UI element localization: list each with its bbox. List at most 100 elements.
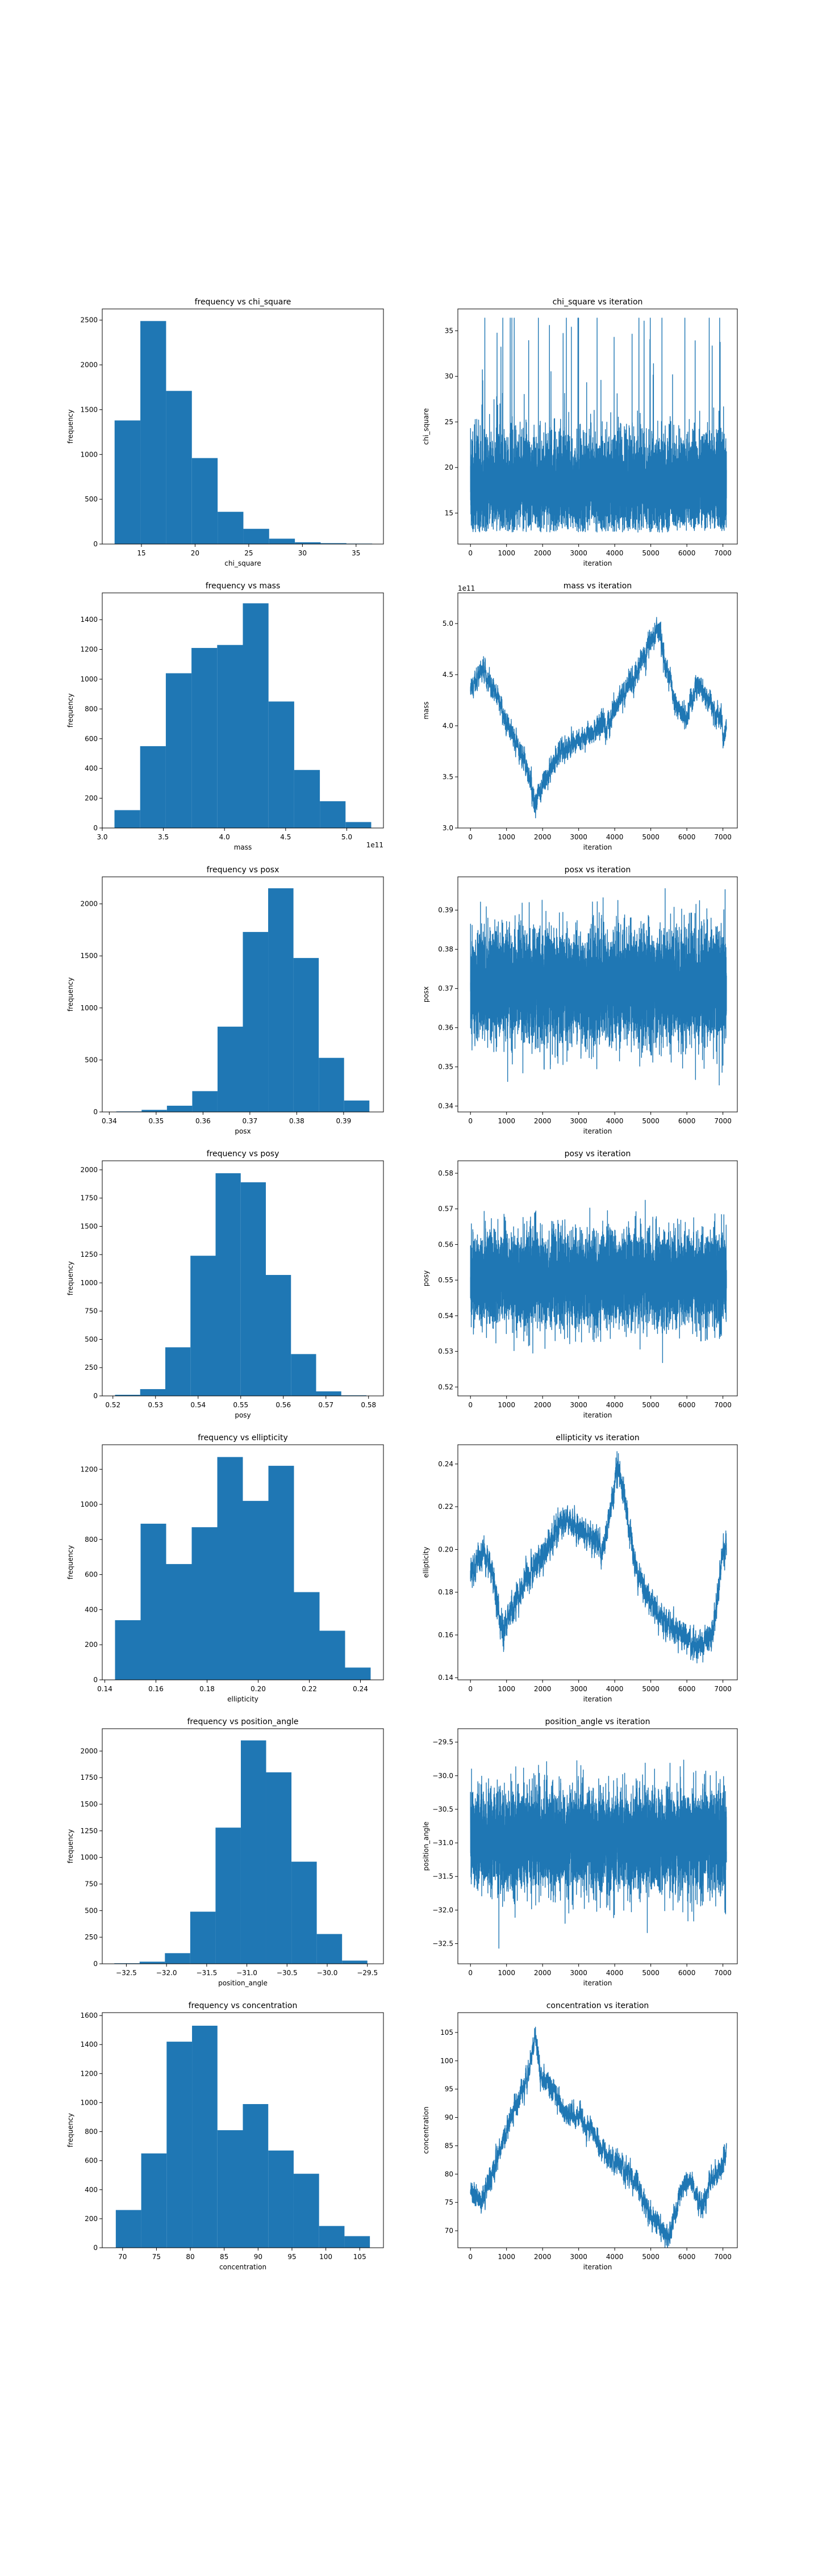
y-tick-label: 0.35 bbox=[438, 1063, 453, 1071]
y-tick-label: 0.36 bbox=[438, 1024, 453, 1032]
histogram-bar bbox=[165, 1953, 190, 1964]
histogram-bar bbox=[140, 321, 166, 544]
x-tick-label: 3000 bbox=[570, 2253, 587, 2261]
y-tick-label: 0.55 bbox=[438, 1276, 453, 1284]
y-tick-label: 75 bbox=[445, 2198, 453, 2206]
histogram-bar bbox=[320, 801, 346, 828]
y-tick-label: 800 bbox=[85, 2128, 98, 2136]
y-tick-label: 250 bbox=[85, 1933, 98, 1941]
x-tick-label: 4000 bbox=[606, 1401, 624, 1409]
histogram-bar bbox=[166, 2042, 193, 2248]
x-tick-label: 1000 bbox=[498, 1969, 515, 1977]
x-tick-label: 6000 bbox=[678, 833, 696, 841]
x-tick-label: 7000 bbox=[714, 833, 732, 841]
y-tick-label: 105 bbox=[440, 2029, 453, 2036]
x-axis-label: iteration bbox=[583, 843, 612, 851]
y-axis-label: frequency bbox=[66, 693, 74, 727]
histogram-bar bbox=[344, 2236, 370, 2248]
x-tick-label: 20 bbox=[191, 549, 199, 557]
x-tick-label: 5000 bbox=[642, 1969, 660, 1977]
y-tick-label: 0.53 bbox=[438, 1348, 453, 1356]
x-tick-label: 7000 bbox=[714, 1685, 732, 1693]
x-tick-label: 1000 bbox=[498, 549, 515, 557]
x-tick-label: 4000 bbox=[606, 1685, 624, 1693]
y-tick-label: 400 bbox=[85, 1605, 98, 1613]
plot-area bbox=[115, 1173, 366, 1396]
x-tick-label: 4000 bbox=[606, 549, 624, 557]
y-tick-label: 4.0 bbox=[443, 722, 453, 730]
y-tick-label: 2500 bbox=[80, 316, 98, 324]
y-tick-label: 1250 bbox=[80, 1251, 98, 1258]
histogram-panel-8: 0.14 0.16 0.18 0.20 0.22 0.24 0 200 400 600 800 100… bbox=[66, 1433, 384, 1703]
x-tick-label: 2000 bbox=[534, 1401, 552, 1409]
x-tick-label: 6000 bbox=[678, 1969, 696, 1977]
y-tick-label: 800 bbox=[85, 705, 98, 713]
y-tick-label: 1600 bbox=[80, 2012, 98, 2019]
x-tick-label: 0.39 bbox=[336, 1117, 352, 1125]
y-tick-label: 0.18 bbox=[438, 1588, 453, 1596]
y-tick-label: 1200 bbox=[80, 2069, 98, 2077]
x-tick-label: 7000 bbox=[714, 1969, 732, 1977]
x-tick-label: −29.5 bbox=[357, 1969, 378, 1977]
y-tick-label: 95 bbox=[445, 2085, 453, 2093]
y-tick-label: 3.0 bbox=[443, 824, 453, 832]
x-tick-label: 0.22 bbox=[302, 1685, 317, 1693]
y-tick-label: 80 bbox=[445, 2170, 453, 2178]
chart-title: frequency vs mass bbox=[206, 582, 281, 591]
x-axis-label: position_angle bbox=[218, 1979, 268, 1987]
x-tick-label: 0.55 bbox=[233, 1401, 248, 1409]
histogram-bar bbox=[319, 1630, 345, 1680]
x-axis-label: iteration bbox=[583, 2263, 612, 2271]
histogram-bar bbox=[243, 603, 269, 828]
chart-title: ellipticity vs iteration bbox=[556, 1433, 640, 1442]
x-tick-label: 0 bbox=[468, 833, 473, 841]
histogram-bar bbox=[268, 1466, 294, 1680]
histogram-bar bbox=[293, 957, 319, 1112]
y-tick-label: 1000 bbox=[80, 1004, 98, 1012]
y-tick-label: 0 bbox=[93, 2244, 98, 2252]
x-axis-label: mass bbox=[234, 843, 252, 851]
x-tick-label: 7000 bbox=[714, 2253, 732, 2261]
x-tick-label: 4000 bbox=[606, 2253, 624, 2261]
trace-line bbox=[470, 2026, 727, 2248]
y-tick-label: 400 bbox=[85, 764, 98, 772]
x-tick-label: 7000 bbox=[714, 549, 732, 557]
y-tick-label: 3.5 bbox=[443, 773, 453, 781]
y-tick-label: 0 bbox=[93, 540, 98, 548]
x-tick-label: −31.0 bbox=[236, 1969, 257, 1977]
plot-area bbox=[470, 617, 727, 818]
y-tick-label: 0.57 bbox=[438, 1205, 453, 1213]
x-tick-label: 3000 bbox=[570, 833, 587, 841]
x-tick-label: 5000 bbox=[642, 2253, 660, 2261]
x-tick-label: 1000 bbox=[498, 1117, 515, 1125]
x-tick-label: 0.56 bbox=[276, 1401, 291, 1409]
trace-line bbox=[470, 1199, 727, 1364]
histogram-bar bbox=[243, 2104, 269, 2248]
chart-title: posy vs iteration bbox=[565, 1149, 631, 1159]
y-axis-label: position_angle bbox=[422, 1822, 430, 1871]
plot-area bbox=[114, 321, 373, 544]
y-tick-label: 500 bbox=[85, 1906, 98, 1914]
plot-area bbox=[470, 2026, 727, 2248]
y-tick-label: 0.54 bbox=[438, 1312, 453, 1320]
y-tick-label: 200 bbox=[85, 1641, 98, 1649]
histogram-bar bbox=[266, 1275, 291, 1396]
y-tick-label: 500 bbox=[85, 1335, 98, 1343]
y-axis-label: ellipticity bbox=[422, 1547, 430, 1578]
x-tick-label: 0.20 bbox=[251, 1685, 266, 1693]
histogram-bar bbox=[165, 673, 192, 828]
histogram-bar bbox=[192, 2026, 218, 2248]
chart-title: position_angle vs iteration bbox=[545, 1717, 650, 1726]
y-axis-label: frequency bbox=[66, 1261, 74, 1295]
y-tick-label: −30.5 bbox=[432, 1805, 453, 1813]
axes-frame bbox=[102, 308, 384, 545]
y-tick-label: 1200 bbox=[80, 646, 98, 654]
y-axis-label: chi_square bbox=[422, 408, 430, 445]
axes-frame bbox=[102, 2012, 384, 2248]
chart-title: mass vs iteration bbox=[564, 582, 632, 591]
x-tick-label: 6000 bbox=[678, 1117, 696, 1125]
histogram-bar bbox=[345, 1667, 371, 1680]
histogram-bar bbox=[243, 1500, 269, 1680]
x-tick-label: 5000 bbox=[642, 1117, 660, 1125]
y-tick-label: 1400 bbox=[80, 2040, 98, 2048]
